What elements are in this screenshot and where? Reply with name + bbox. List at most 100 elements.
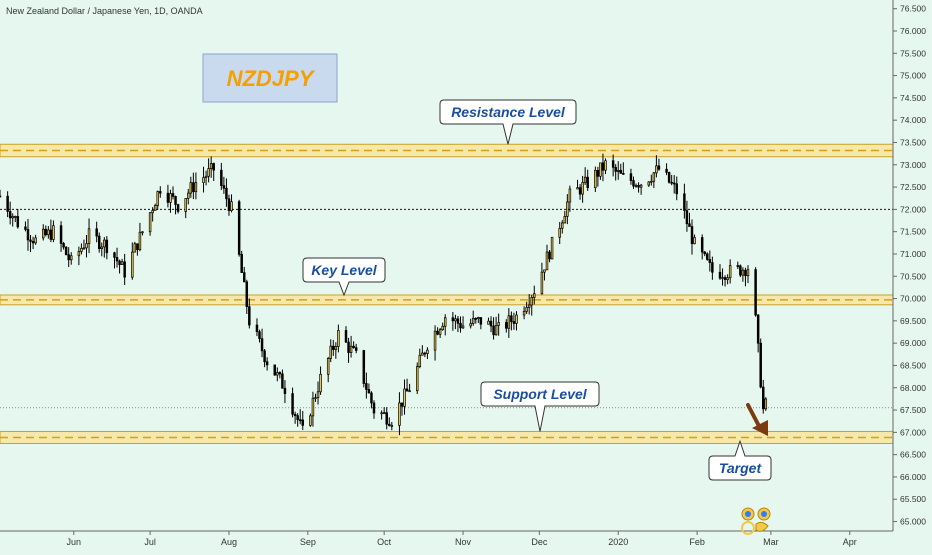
candle-up [194,182,198,193]
candle-up [652,172,656,182]
candle-down [400,402,404,407]
candle-up [545,251,549,271]
candle-down [29,239,32,242]
callout-label: Support Level [493,386,587,402]
price-tick-label: 71.000 [900,249,926,259]
price-tick-label: 66.000 [900,472,926,482]
candle-down [388,423,391,426]
candle-up [151,210,154,214]
candle-up [207,168,210,177]
candle-up [100,246,104,250]
callout-label: Target [719,460,763,476]
candle-up [77,251,81,257]
candle-up [153,205,157,211]
price-tick-label: 75.500 [900,48,926,58]
candle-down [67,254,70,261]
candle-down [136,243,139,251]
candle-up [202,177,205,183]
candle-down [301,419,304,426]
candle-up [525,307,528,312]
time-tick-label: Oct [377,537,392,547]
candle-down [113,252,116,258]
candle-down [171,193,175,197]
candle-down [586,176,589,189]
candle-down [456,318,460,324]
time-tick-label: Feb [689,537,705,547]
candle-down [227,198,231,211]
candle-down [667,172,671,183]
candle-up [655,165,658,174]
candle-up [530,297,533,306]
candle-down [683,193,686,211]
candle-up [471,318,475,324]
candle-down [344,330,348,343]
candle-down [260,338,264,352]
candle-up [594,169,597,189]
candle-down [629,173,633,181]
candle-down [362,350,366,384]
candle-down [176,204,180,212]
candle-up [398,402,401,426]
candle-up [416,366,419,392]
candle-up [418,354,422,367]
candle-down [505,322,508,329]
candle-up [14,216,17,218]
candle-up [726,277,729,280]
candle-down [62,243,65,248]
candle-up [141,231,144,234]
candle-up [507,315,511,329]
candle-up [533,293,536,298]
candle-down [49,229,53,240]
candle-down [283,387,287,394]
candle-up [382,412,386,414]
chart-title: New Zealand Dollar / Japanese Yen, 1D, O… [6,6,203,16]
candle-down [706,253,709,260]
candle-down [670,181,673,184]
candle-down [291,393,294,415]
price-tick-label: 76.500 [900,4,926,14]
price-tick-label: 66.500 [900,450,926,460]
candle-up [209,163,213,169]
candle-down [665,168,668,173]
price-tick-label: 65.000 [900,517,926,527]
candle-down [0,195,2,198]
candle-down [263,350,266,363]
candle-up [550,236,554,260]
candle-up [82,247,86,250]
time-tick-label: Jul [144,537,156,547]
candle-down [614,166,617,172]
candle-down [44,228,48,236]
candle-down [479,317,483,325]
candle-up [634,185,638,187]
candle-down [118,260,121,265]
candle-up [309,415,312,426]
candle-down [240,254,243,273]
candle-down [703,251,706,255]
candle-down [367,389,371,394]
time-tick-label: Mar [763,537,779,547]
candle-up [454,318,457,322]
candle-down [622,172,625,175]
candle-up [47,229,50,236]
candle-down [672,182,676,185]
candle-up [746,269,750,277]
candle-up [319,373,322,393]
callout-box [708,439,772,481]
candle-up [380,412,383,415]
candle-up [647,181,651,186]
candle-up [561,222,564,229]
price-tick-label: 73.000 [900,160,926,170]
callout-box [302,257,386,297]
candle-up [184,198,187,212]
candle-down [708,259,712,263]
candle-up [540,271,544,295]
candle-down [489,320,493,327]
symbol-badge: NZDJPY [202,53,338,103]
candle-down [347,341,350,353]
candle-down [739,265,742,276]
candle-down [298,419,302,422]
price-axis-bg [893,0,932,550]
candle-down [736,265,740,267]
candles [0,153,768,436]
